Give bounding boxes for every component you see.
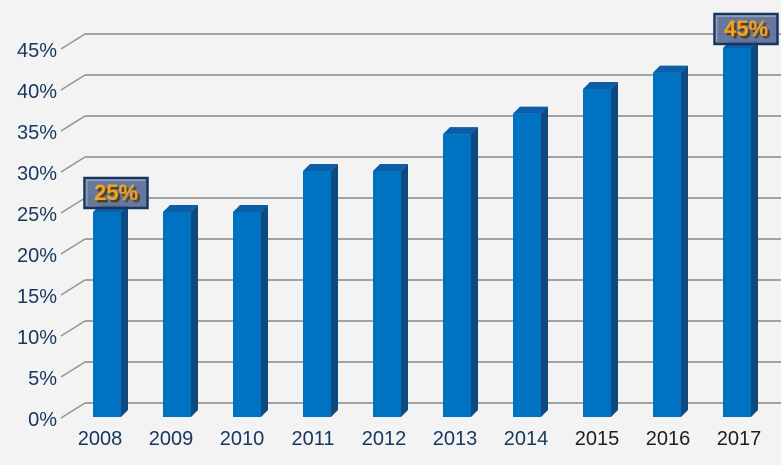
bar-front-face [513, 113, 541, 417]
bar-front-face [303, 171, 331, 417]
gridline-depth-diagonal [60, 74, 86, 91]
y-axis-tick-label: 0% [28, 409, 57, 431]
bar-2011 [303, 164, 338, 417]
x-axis-tick-label: 2016 [646, 428, 691, 450]
bar-front-face [233, 212, 261, 417]
y-axis-tick-label: 20% [17, 245, 57, 267]
bar-top-face [373, 164, 408, 171]
gridline-depth-diagonal [60, 238, 86, 255]
data-label-callout-2017: 45%45% [713, 12, 779, 46]
x-axis-tick-label: 2012 [362, 428, 407, 450]
callout-box [83, 176, 149, 210]
bar-2014 [513, 106, 548, 417]
bar-side-face [471, 127, 478, 417]
gridline-depth-diagonal [60, 279, 86, 296]
gridline-depth-diagonal [60, 156, 86, 173]
bar-2016 [653, 65, 688, 417]
x-axis-tick-label: 2017 [717, 428, 762, 450]
bar-top-face [653, 65, 688, 73]
gridline-depth-diagonal [60, 33, 86, 50]
y-axis-tick-label: 25% [17, 204, 57, 226]
bar-side-face [541, 106, 548, 417]
callout-text: 45% [724, 16, 768, 41]
x-axis-tick-label: 2015 [575, 428, 620, 450]
bar-top-face [443, 127, 478, 135]
data-label-callout-2008: 25%25% [83, 176, 149, 210]
callout-box [713, 12, 779, 46]
bar-2010 [233, 205, 268, 417]
bar-side-face [261, 205, 268, 417]
bar-front-face [583, 89, 611, 417]
callout-box-bevel [715, 15, 776, 42]
bar-front-face [723, 48, 751, 417]
gridline-depth-diagonal [60, 197, 86, 214]
gridline-depth-diagonal [60, 361, 86, 378]
bar-top-face [513, 106, 548, 114]
bar-side-face [191, 205, 198, 417]
bar-side-face [681, 65, 688, 417]
x-axis-tick-label: 2008 [78, 428, 123, 450]
bar-side-face [751, 41, 758, 417]
bar-front-face [373, 171, 401, 417]
bar-front-face [93, 212, 121, 417]
y-axis-tick-label: 15% [17, 286, 57, 308]
bar-2008 [93, 205, 128, 417]
x-axis-tick-label: 2014 [504, 428, 549, 450]
bar-top-face [303, 164, 338, 171]
x-axis-tick-label: 2009 [149, 428, 194, 450]
gridline-depth-diagonal [60, 402, 86, 419]
callout-text-shadow: 25% [96, 183, 140, 208]
bar-side-face [331, 164, 338, 417]
gridline-depth-diagonal [60, 115, 86, 132]
bar-front-face [443, 134, 471, 417]
bar-front-face [163, 212, 191, 417]
y-axis-tick-label: 10% [17, 327, 57, 349]
bar-2015 [583, 82, 618, 417]
gridline-depth-diagonal [60, 320, 86, 337]
bar-2009 [163, 205, 198, 417]
bar-top-face [583, 82, 618, 89]
y-axis-tick-label: 30% [17, 163, 57, 185]
x-axis-tick-label: 2011 [291, 428, 334, 450]
y-axis-tick-label: 40% [17, 81, 57, 103]
bar-side-face [401, 164, 408, 417]
y-axis-tick-label: 5% [28, 368, 57, 390]
bar-2013 [443, 127, 478, 417]
y-axis-tick-label: 45% [17, 40, 57, 62]
bar-top-face [233, 205, 268, 212]
bar-2017 [723, 41, 758, 417]
callout-box-bevel [85, 179, 146, 206]
bar-side-face [121, 205, 128, 417]
y-axis-tick-label: 35% [17, 122, 57, 144]
x-axis-tick-label: 2010 [220, 428, 265, 450]
bar-side-face [611, 82, 618, 417]
callout-text-shadow: 45% [726, 19, 770, 44]
bar-top-face [163, 205, 198, 212]
x-axis-tick-label: 2013 [433, 428, 478, 450]
callout-text: 25% [94, 180, 138, 205]
bar-2012 [373, 164, 408, 417]
bar-front-face [653, 72, 681, 417]
